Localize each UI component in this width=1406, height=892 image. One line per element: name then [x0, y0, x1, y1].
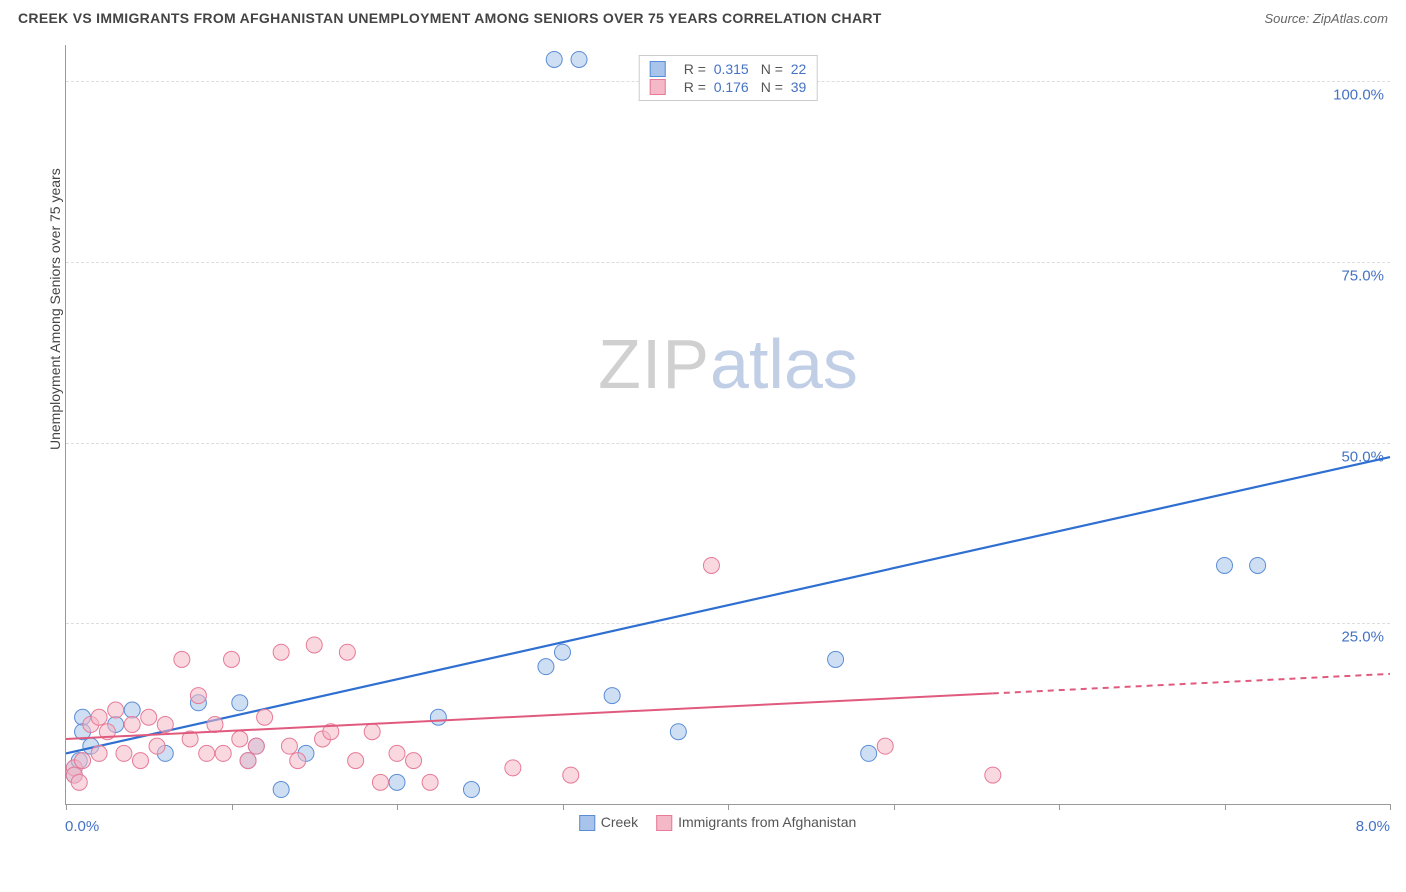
x-tick [1225, 804, 1226, 810]
series-legend-item: Creek [579, 814, 638, 831]
correlation-legend-row: R = 0.315 N = 22 [650, 60, 807, 78]
series-legend-label: Creek [601, 814, 638, 830]
scatter-point [149, 738, 165, 754]
trend-line-dashed [993, 674, 1390, 694]
chart-header: CREEK VS IMMIGRANTS FROM AFGHANISTAN UNE… [18, 10, 1388, 26]
scatter-point [207, 716, 223, 732]
scatter-point [463, 782, 479, 798]
scatter-point [232, 731, 248, 747]
source-name: ZipAtlas.com [1313, 11, 1388, 26]
chart-area: Unemployment Among Seniors over 75 years… [45, 45, 1390, 835]
scatter-point [505, 760, 521, 776]
x-axis-min-label: 0.0% [65, 818, 99, 835]
scatter-point [124, 716, 140, 732]
scatter-point [372, 774, 388, 790]
x-tick [563, 804, 564, 810]
y-axis-label: Unemployment Among Seniors over 75 years [47, 430, 63, 450]
scatter-point [555, 644, 571, 660]
legend-swatch [650, 61, 666, 77]
scatter-point [91, 709, 107, 725]
scatter-point [124, 702, 140, 718]
legend-swatch [656, 815, 672, 831]
scatter-point [91, 745, 107, 761]
scatter-point [141, 709, 157, 725]
scatter-point [389, 774, 405, 790]
scatter-point [132, 753, 148, 769]
scatter-point [75, 753, 91, 769]
scatter-point [563, 767, 579, 783]
x-axis-max-label: 8.0% [1356, 818, 1390, 835]
x-tick [1059, 804, 1060, 810]
scatter-point [174, 651, 190, 667]
scatter-point [71, 774, 87, 790]
scatter-point [257, 709, 273, 725]
correlation-legend: R = 0.315 N = 22 R = 0.176 N = 39 [639, 55, 818, 101]
scatter-point [422, 774, 438, 790]
scatter-point [339, 644, 355, 660]
scatter-point [828, 651, 844, 667]
x-tick [232, 804, 233, 810]
x-tick [1390, 804, 1391, 810]
scatter-point [389, 745, 405, 761]
scatter-point [670, 724, 686, 740]
x-tick [728, 804, 729, 810]
x-tick [397, 804, 398, 810]
scatter-point [861, 745, 877, 761]
x-tick [894, 804, 895, 810]
scatter-point [546, 51, 562, 67]
scatter-point [199, 745, 215, 761]
scatter-point [538, 659, 554, 675]
plot-region: ZIPatlas 25.0%50.0%75.0%100.0% R = 0.315… [65, 45, 1390, 805]
scatter-point [1217, 557, 1233, 573]
chart-title: CREEK VS IMMIGRANTS FROM AFGHANISTAN UNE… [18, 10, 882, 26]
scatter-point [1250, 557, 1266, 573]
scatter-point [985, 767, 1001, 783]
r-label: R = 0.176 [684, 79, 749, 95]
scatter-point [116, 745, 132, 761]
scatter-point [224, 651, 240, 667]
scatter-point [290, 753, 306, 769]
scatter-point [406, 753, 422, 769]
chart-source: Source: ZipAtlas.com [1264, 11, 1388, 26]
scatter-point [190, 688, 206, 704]
scatter-point [240, 753, 256, 769]
scatter-point [306, 637, 322, 653]
x-tick [66, 804, 67, 810]
scatter-point [703, 557, 719, 573]
scatter-point [571, 51, 587, 67]
scatter-point [273, 644, 289, 660]
r-label: R = 0.315 [684, 61, 749, 77]
scatter-point [273, 782, 289, 798]
scatter-point [248, 738, 264, 754]
scatter-point [157, 716, 173, 732]
scatter-point [604, 688, 620, 704]
correlation-legend-row: R = 0.176 N = 39 [650, 78, 807, 96]
scatter-point [232, 695, 248, 711]
n-label: N = 39 [761, 79, 807, 95]
scatter-point [215, 745, 231, 761]
scatter-point [364, 724, 380, 740]
scatter-point [108, 702, 124, 718]
scatter-point [430, 709, 446, 725]
series-legend-label: Immigrants from Afghanistan [678, 814, 856, 830]
scatter-point [281, 738, 297, 754]
legend-swatch [579, 815, 595, 831]
scatter-point [877, 738, 893, 754]
series-legend: Creek Immigrants from Afghanistan [579, 814, 857, 831]
legend-swatch [650, 79, 666, 95]
scatter-point [348, 753, 364, 769]
series-legend-item: Immigrants from Afghanistan [656, 814, 856, 831]
scatter-svg [66, 45, 1390, 804]
source-prefix: Source: [1264, 11, 1312, 26]
n-label: N = 22 [761, 61, 807, 77]
